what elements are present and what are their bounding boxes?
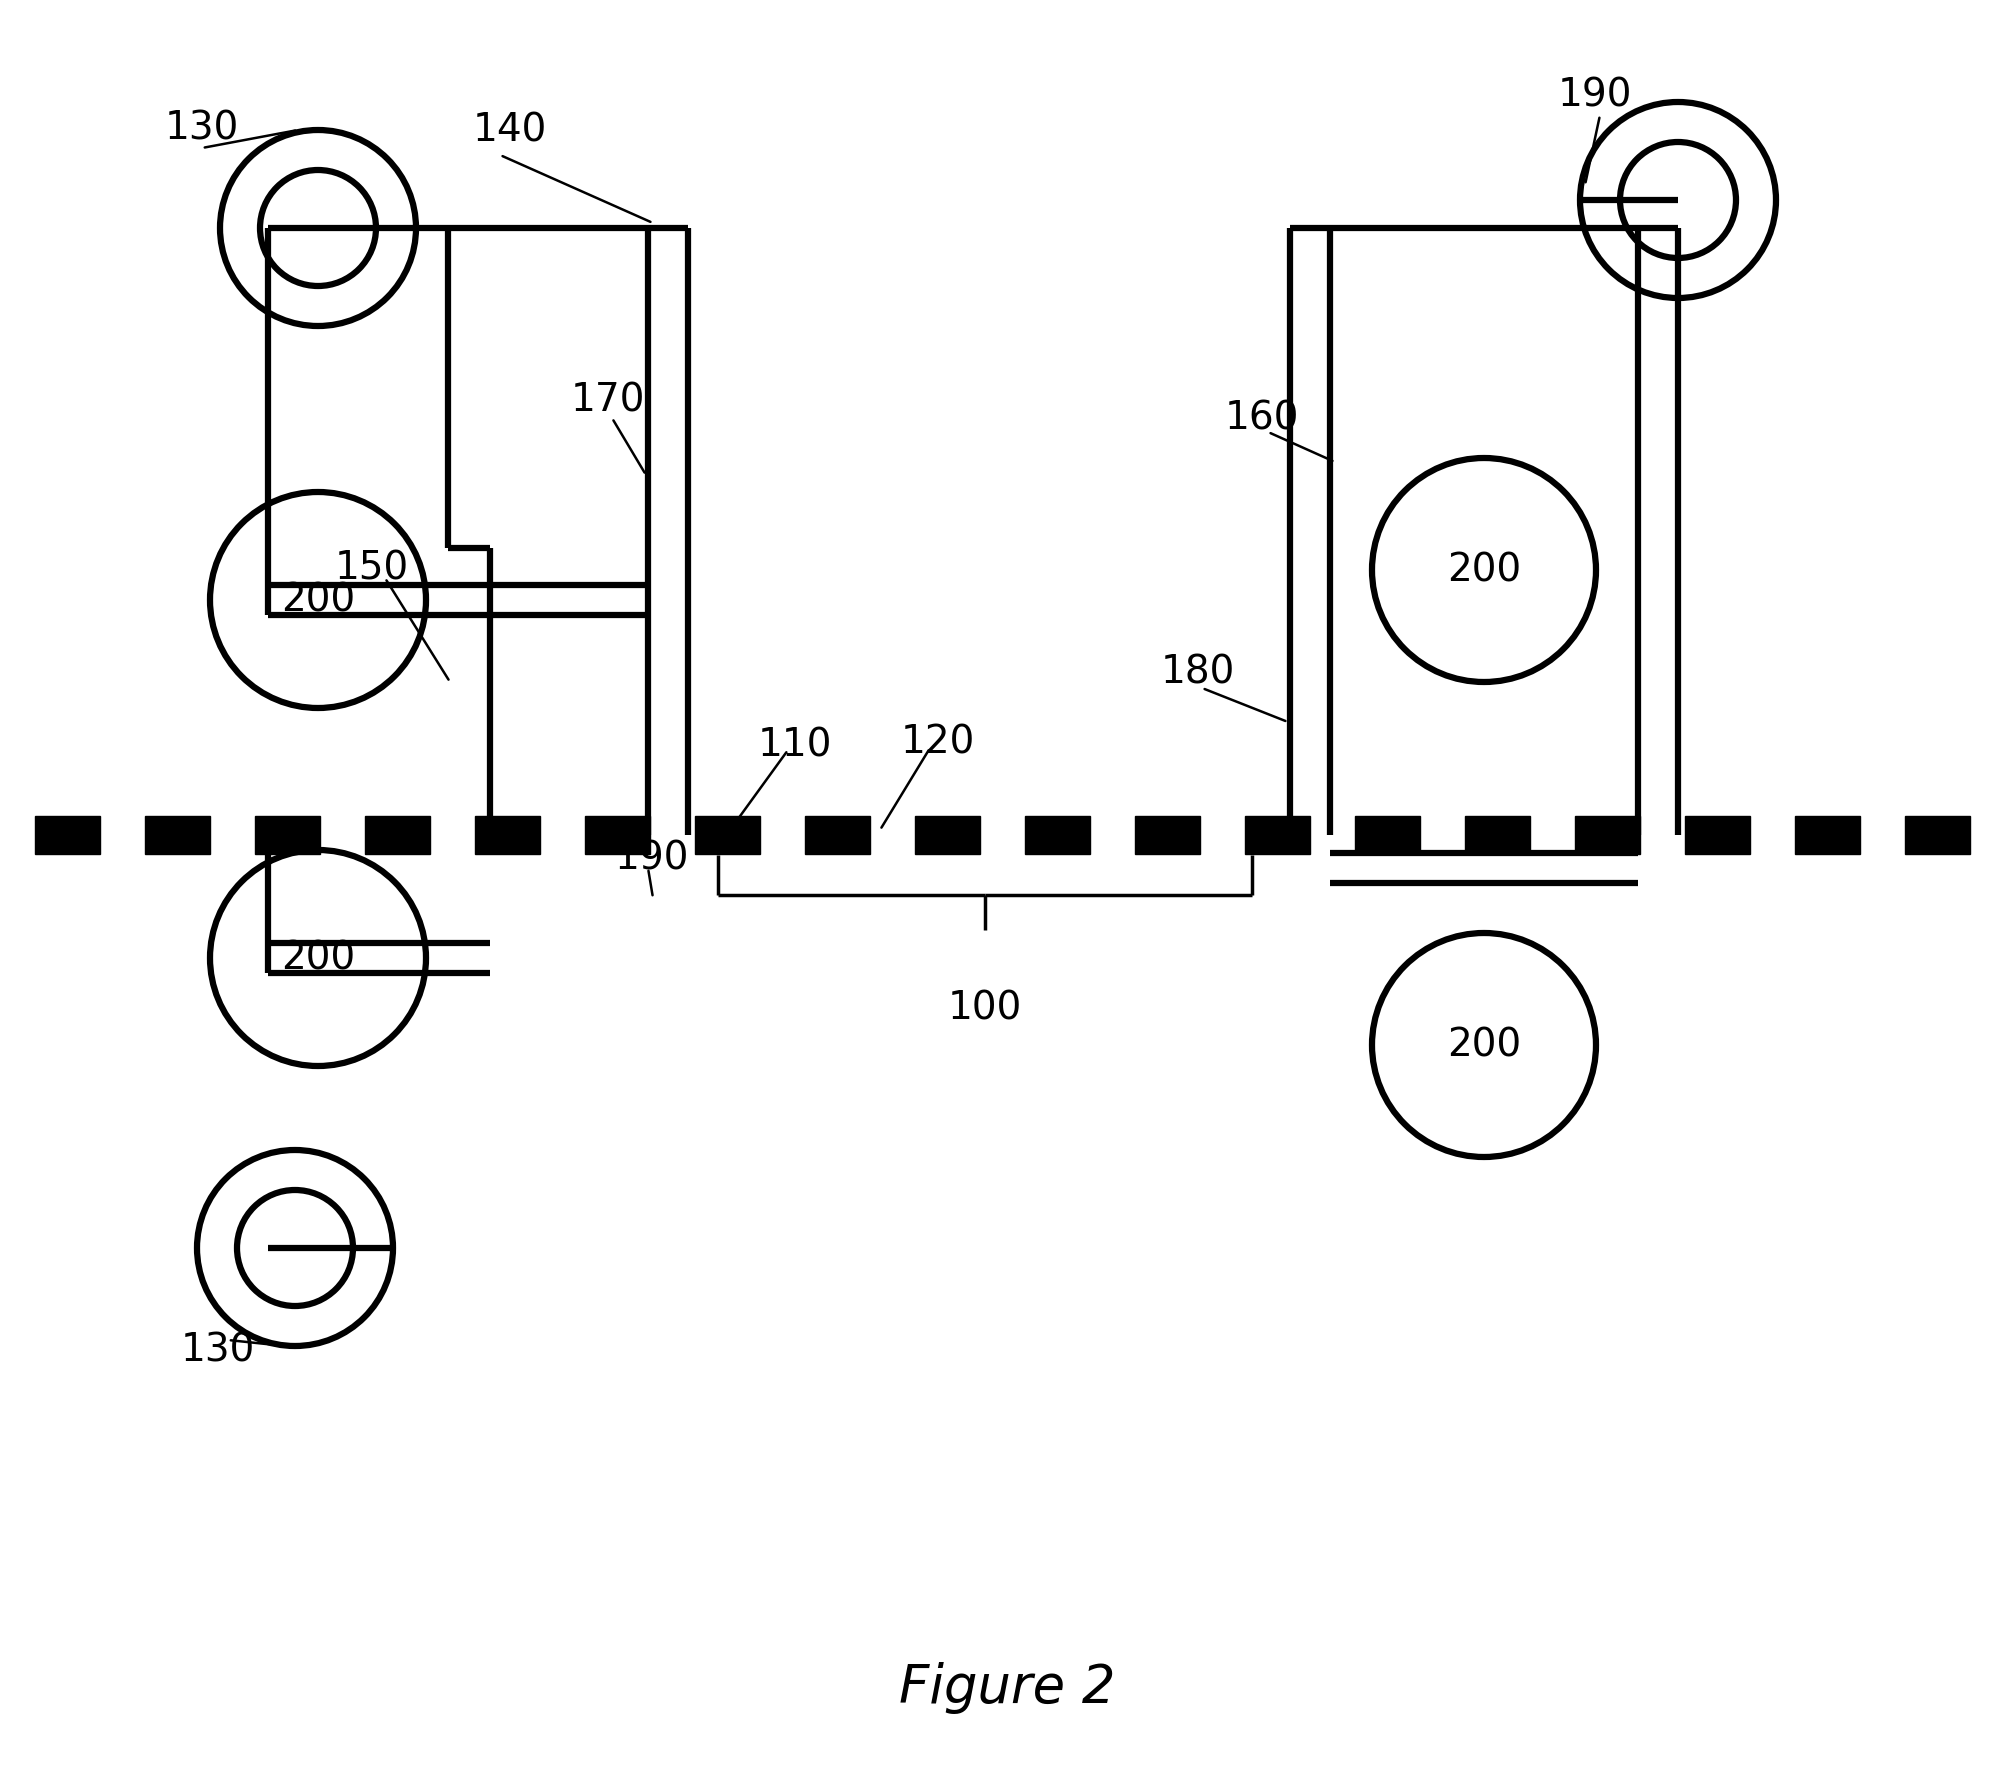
Text: 200: 200 <box>1446 1026 1521 1064</box>
Text: 200: 200 <box>280 939 354 976</box>
Bar <box>1905 816 1970 853</box>
Bar <box>1686 816 1750 853</box>
Text: 180: 180 <box>1160 653 1235 691</box>
Bar <box>145 816 209 853</box>
Bar <box>1025 816 1090 853</box>
Text: 130: 130 <box>181 1332 256 1369</box>
Text: 200: 200 <box>1446 552 1521 589</box>
Bar <box>806 816 870 853</box>
Bar <box>1136 816 1200 853</box>
Bar <box>695 816 759 853</box>
Text: 160: 160 <box>1225 400 1299 437</box>
Bar <box>584 816 651 853</box>
Text: Figure 2: Figure 2 <box>898 1662 1116 1714</box>
Bar <box>1245 816 1309 853</box>
Bar <box>1355 816 1420 853</box>
Bar <box>34 816 101 853</box>
Text: 190: 190 <box>1557 77 1631 114</box>
Bar <box>256 816 320 853</box>
Text: 190: 190 <box>614 839 689 876</box>
Text: 170: 170 <box>570 380 644 419</box>
Bar <box>1464 816 1531 853</box>
Bar <box>475 816 540 853</box>
Text: 140: 140 <box>473 111 548 148</box>
Bar <box>914 816 981 853</box>
Text: 130: 130 <box>165 109 240 146</box>
Bar <box>365 816 431 853</box>
Bar <box>1575 816 1639 853</box>
Text: 110: 110 <box>757 726 832 764</box>
Text: 200: 200 <box>280 580 354 619</box>
Text: 150: 150 <box>334 550 409 587</box>
Bar <box>1794 816 1861 853</box>
Text: 120: 120 <box>900 723 975 760</box>
Text: 100: 100 <box>949 989 1023 1026</box>
